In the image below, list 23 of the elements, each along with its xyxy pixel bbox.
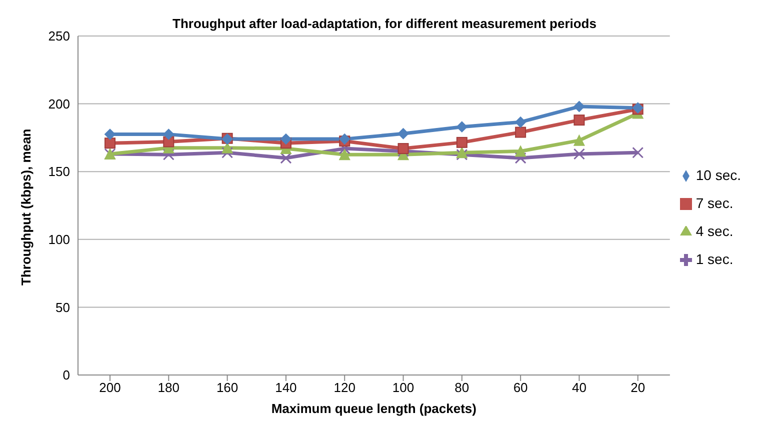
- x-tick-label: 60: [513, 380, 528, 396]
- legend-label: 10 sec.: [696, 166, 741, 182]
- x-tick-label: 80: [454, 380, 470, 396]
- x-tick-label: 200: [99, 380, 121, 396]
- y-tick-label: 250: [48, 28, 70, 44]
- x-axis-title: Maximum queue length (packets): [271, 401, 477, 416]
- legend-label: 4 sec.: [696, 222, 734, 238]
- chart-title: Throughput after load-adaptation, for different measurement periods: [172, 16, 596, 31]
- x-tick-label: 40: [572, 380, 586, 396]
- y-tick-label: 0: [62, 368, 70, 383]
- x-tick-label: 160: [216, 380, 238, 396]
- y-axis-title: Throughput (kbps), mean: [18, 128, 34, 286]
- y-tick-label: 200: [48, 96, 70, 112]
- x-tick-label: 100: [392, 380, 414, 396]
- legend-label: 1 sec.: [696, 250, 734, 266]
- legend-label: 7 sec.: [696, 194, 734, 210]
- y-tick-label: 100: [48, 232, 70, 248]
- x-tick-label: 140: [275, 380, 297, 396]
- x-tick-label: 180: [158, 380, 180, 396]
- y-tick-label: 150: [48, 164, 70, 180]
- x-tick-label: 120: [334, 380, 356, 396]
- y-tick-label: 50: [56, 300, 70, 315]
- x-tick-label: 20: [630, 380, 646, 396]
